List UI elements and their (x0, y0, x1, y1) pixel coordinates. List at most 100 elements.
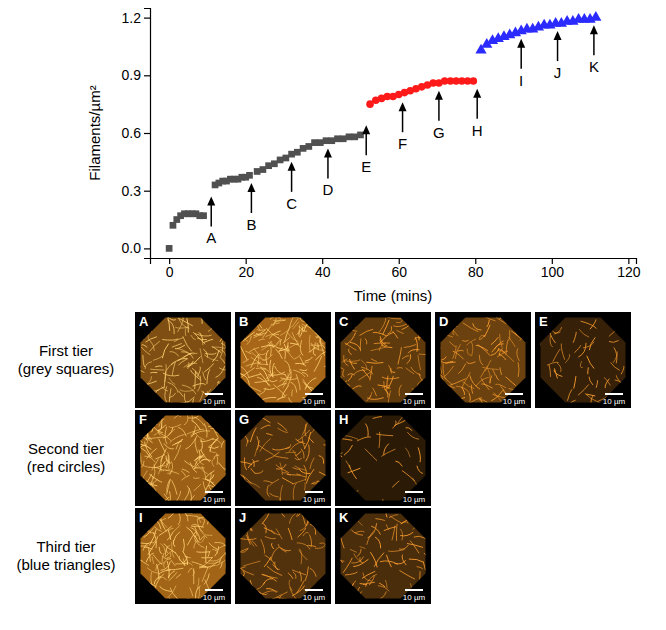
filament (596, 380, 597, 388)
filament (467, 348, 471, 355)
filament (208, 411, 210, 423)
filament (471, 385, 472, 394)
filament (363, 572, 372, 581)
filament (365, 338, 367, 344)
filament (194, 417, 204, 426)
filament (264, 557, 271, 567)
filament (345, 436, 359, 440)
filament (609, 319, 622, 328)
filament (430, 348, 441, 359)
scale-bar (505, 393, 523, 395)
filament (309, 323, 316, 326)
filament (241, 581, 251, 590)
filament (152, 317, 158, 328)
panel-label: I (139, 510, 143, 525)
filament (134, 361, 144, 373)
filament (250, 428, 256, 442)
filament (374, 553, 384, 567)
filament (205, 401, 213, 416)
filament (255, 380, 269, 382)
filament (150, 390, 158, 402)
filament (147, 477, 152, 484)
panel-background (235, 410, 331, 506)
filament (342, 499, 343, 509)
filament (252, 352, 265, 360)
filament (170, 352, 179, 357)
filament (216, 558, 228, 566)
annotation-label: E (361, 158, 371, 175)
filament (495, 384, 506, 388)
filament (422, 530, 426, 535)
filament (294, 354, 301, 359)
filament (578, 384, 589, 395)
filament (158, 432, 171, 441)
annotation-label: G (433, 124, 445, 141)
scale-bar (305, 491, 323, 493)
filament (414, 536, 425, 538)
filament (262, 574, 277, 581)
filament (557, 363, 561, 372)
filament (180, 390, 194, 392)
filament (399, 385, 401, 396)
filament (255, 440, 260, 456)
filament (168, 308, 178, 316)
filament (314, 356, 322, 372)
filament (379, 583, 385, 587)
filament (295, 466, 307, 470)
micrograph-panel: G10 µm (235, 406, 338, 514)
filament (469, 393, 470, 401)
filament (151, 483, 154, 493)
filament (426, 481, 432, 493)
filament (346, 461, 350, 469)
filament (297, 543, 310, 550)
filament (169, 429, 176, 435)
filament (208, 485, 219, 490)
filament (221, 581, 233, 589)
filament (164, 559, 168, 567)
filament (518, 362, 520, 376)
filament (352, 581, 356, 588)
filament (260, 416, 271, 423)
filament (416, 379, 422, 388)
filament (506, 377, 516, 386)
filament (243, 332, 255, 341)
filament (339, 367, 344, 370)
filament (334, 534, 340, 537)
filament (388, 390, 390, 404)
filament (207, 516, 215, 525)
filament (343, 558, 352, 573)
y-axis-tick-mark (144, 133, 150, 134)
filament (162, 339, 178, 340)
filament (375, 519, 384, 521)
series (366, 77, 477, 108)
filament (165, 386, 167, 402)
y-axis-tick-mark (144, 18, 150, 19)
filament (150, 369, 164, 370)
filament (458, 364, 465, 374)
micrograph-field (341, 514, 426, 599)
filament (179, 556, 182, 562)
filament (399, 545, 408, 549)
filament (419, 326, 426, 338)
filament (141, 386, 154, 392)
filament (256, 367, 266, 369)
filament (212, 347, 225, 348)
filament (170, 461, 173, 475)
filament (326, 452, 342, 457)
filament (310, 568, 316, 576)
filament (162, 556, 171, 559)
filament (194, 484, 201, 491)
filament (156, 563, 164, 571)
panel-label: B (239, 314, 248, 329)
filament (324, 366, 336, 371)
filament (166, 456, 169, 464)
filament (259, 353, 265, 355)
filament (297, 501, 300, 516)
y-axis-tick: 0.6 (122, 125, 150, 141)
filament (174, 338, 183, 342)
filament (192, 562, 209, 568)
filament (209, 447, 219, 449)
filament (173, 540, 175, 547)
filament (496, 375, 499, 380)
filament (343, 360, 360, 362)
